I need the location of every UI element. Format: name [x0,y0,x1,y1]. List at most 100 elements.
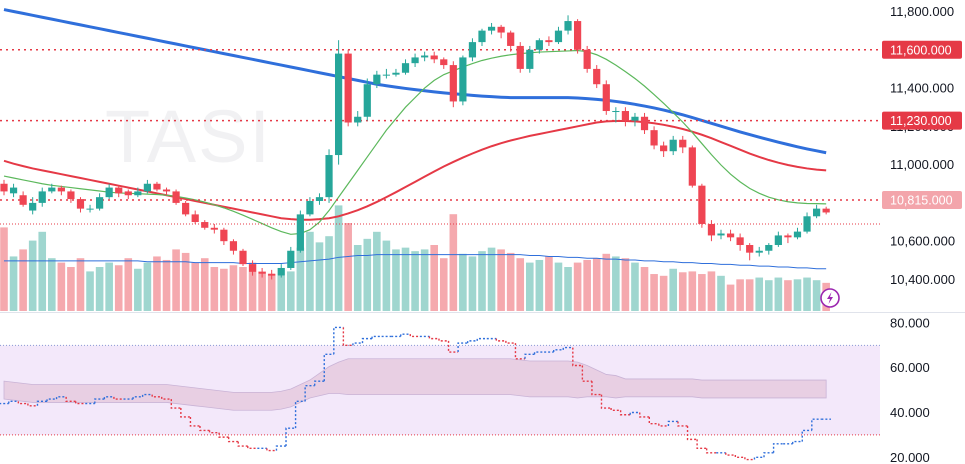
candle[interactable] [545,40,553,43]
candle[interactable] [0,183,8,192]
candle[interactable] [239,250,247,265]
candle[interactable] [593,68,601,85]
candle[interactable] [430,55,438,60]
candle[interactable] [698,185,706,224]
candle[interactable] [650,130,658,146]
candle[interactable] [478,30,486,43]
candle[interactable] [191,214,199,223]
candle[interactable] [86,208,94,210]
candle[interactable] [784,235,792,238]
candle[interactable] [76,199,85,209]
candle[interactable] [210,227,218,230]
volume-bar [745,279,754,311]
candle[interactable] [774,235,782,246]
candle[interactable] [287,250,295,268]
candle[interactable] [535,40,543,50]
candle[interactable] [220,229,228,242]
candle[interactable] [468,42,477,58]
candle[interactable] [38,191,46,203]
candle[interactable] [382,74,390,76]
candle[interactable] [803,216,811,232]
candle[interactable] [344,53,352,123]
candle[interactable] [143,183,151,192]
candle[interactable] [182,202,190,215]
candle[interactable] [583,49,591,69]
candle[interactable] [67,191,75,200]
candle[interactable] [105,187,113,198]
candle[interactable] [315,197,324,201]
candle[interactable] [507,32,515,46]
candle[interactable] [134,191,142,196]
candle[interactable] [172,191,180,203]
candle[interactable] [48,187,56,192]
candle[interactable] [574,21,582,50]
candle[interactable] [277,267,285,276]
volume-bar [439,258,448,311]
candle[interactable] [325,155,333,198]
candle[interactable] [392,72,400,75]
candle[interactable] [9,187,18,194]
candle[interactable] [401,63,410,73]
candle[interactable] [554,30,563,43]
candle[interactable] [602,84,610,112]
candle[interactable] [440,59,448,66]
candle[interactable] [726,233,735,238]
candle[interactable] [717,233,725,236]
candle[interactable] [736,237,744,246]
candle[interactable] [612,111,620,113]
candle[interactable] [229,241,238,251]
candle[interactable] [306,200,314,215]
candle[interactable] [526,49,534,69]
candle[interactable] [497,26,505,33]
candle[interactable] [793,231,802,238]
candle[interactable] [153,183,161,190]
candle[interactable] [201,222,209,228]
volume-bar [592,258,601,311]
candle[interactable] [115,187,123,194]
candle[interactable] [19,195,27,205]
candle[interactable] [631,116,639,121]
candle[interactable] [707,223,716,236]
candle[interactable] [268,273,276,276]
candle[interactable] [813,208,821,217]
candle[interactable] [57,187,65,192]
candle[interactable] [363,84,371,117]
price-pane[interactable]: TASI [0,8,965,313]
candle[interactable] [669,139,677,152]
candle[interactable] [487,26,496,31]
candle[interactable] [162,189,171,192]
candle[interactable] [516,45,524,69]
rsi-step [562,346,573,350]
candle[interactable] [746,245,754,253]
volume-bar [640,267,649,311]
candle[interactable] [373,74,381,85]
candle[interactable] [640,116,649,131]
candle[interactable] [765,245,773,251]
candle[interactable] [459,57,467,102]
candle[interactable] [660,145,668,152]
candle[interactable] [449,65,457,102]
candle[interactable] [248,264,257,272]
candle[interactable] [421,55,429,58]
candle[interactable] [564,21,572,31]
candle[interactable] [124,191,132,196]
volume-bar [344,223,352,311]
rsi-step [581,365,592,382]
indicator-pane[interactable] [0,326,880,461]
candle[interactable] [296,214,304,251]
candle[interactable] [822,208,830,213]
candle[interactable] [335,53,343,156]
candle[interactable] [258,271,266,274]
candle[interactable] [29,202,37,211]
candle[interactable] [411,57,419,64]
rsi-step [227,437,239,443]
candle[interactable] [621,111,629,121]
rsi-step [811,418,822,431]
candle[interactable] [679,139,687,148]
price-tick-label: 11,800.000 [890,4,954,19]
candle[interactable] [755,250,763,253]
candle[interactable] [688,147,696,186]
candle[interactable] [96,197,104,209]
candle[interactable] [354,116,362,123]
